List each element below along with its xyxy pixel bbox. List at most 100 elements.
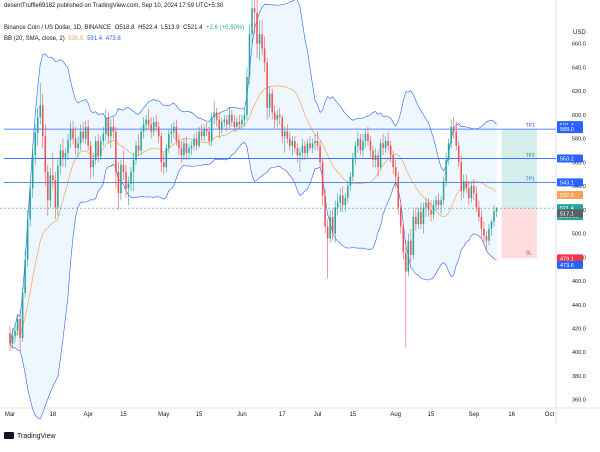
candle-body: [485, 235, 488, 241]
candle-body: [16, 318, 19, 331]
ohlc-close: C521.4: [183, 25, 203, 31]
y-tick-label: 600.0: [572, 113, 586, 119]
candle-body: [67, 139, 69, 153]
ohlc-low: L513.9: [161, 25, 180, 31]
candle-body: [218, 119, 221, 130]
candle-body: [168, 133, 170, 149]
candle-body: [301, 145, 304, 153]
candle-body: [289, 138, 291, 146]
candle-body: [198, 131, 200, 146]
price-label-text: 479.1: [560, 256, 574, 262]
price-label-text: 543.1: [560, 180, 574, 186]
candle-body: [347, 186, 349, 198]
candle-body: [251, 8, 253, 35]
indicator-upper: 591.4: [87, 36, 103, 42]
candle-body: [215, 112, 218, 120]
candle-body: [246, 76, 248, 115]
price-label-box: [557, 190, 583, 199]
candle-body: [462, 181, 465, 191]
price-label-text: 588.0: [560, 127, 574, 133]
candle-body: [47, 171, 49, 201]
candle-body: [11, 335, 14, 344]
currency-label[interactable]: USD: [573, 30, 586, 36]
candle-body: [203, 129, 205, 137]
candle-body: [319, 145, 321, 163]
candle-body: [29, 188, 31, 220]
x-tick-label: Jun: [237, 412, 247, 418]
y-tick-label: 460.0: [572, 279, 586, 285]
publish-header: desentTruffle69182 published on TradingV…: [4, 3, 224, 9]
candle-body: [490, 221, 493, 229]
candle-body: [367, 133, 369, 141]
candle-body: [422, 207, 425, 225]
x-tick-label: Jul: [314, 412, 322, 418]
candle-body: [185, 143, 188, 153]
indicator-name[interactable]: BB (20, SMA, close, 2): [4, 36, 65, 42]
candle-body: [331, 216, 334, 234]
candle-body: [455, 131, 457, 146]
candle-body: [183, 143, 185, 156]
candle-body: [41, 105, 44, 137]
candle-body: [220, 121, 223, 130]
candle-body: [9, 333, 11, 344]
candle-body: [425, 202, 427, 208]
candle-body: [412, 216, 415, 255]
candle-body: [243, 114, 246, 120]
candle-body: [410, 240, 412, 255]
y-tick-label: 660.0: [572, 42, 586, 48]
candle-body: [44, 136, 47, 172]
symbol-name[interactable]: Binance Coin / US Dollar, 1D, BINANCE: [4, 25, 112, 31]
candle-body: [62, 150, 64, 158]
candle-body: [110, 126, 112, 137]
candle-body: [261, 34, 263, 49]
take-profit-zone: [501, 129, 537, 209]
candle-body: [19, 318, 21, 338]
y-tick-label: 420.0: [572, 326, 586, 332]
candle-body: [157, 126, 160, 137]
candle-body: [59, 150, 62, 166]
x-tick-label: Aug: [390, 412, 401, 418]
candle-body: [475, 193, 478, 208]
candle-body: [190, 145, 193, 149]
candle-body: [256, 12, 258, 44]
indicator-lower: 473.6: [105, 36, 121, 42]
candle-body: [389, 145, 392, 156]
candle-body: [54, 180, 57, 208]
candle-body: [339, 195, 342, 203]
candle-body: [369, 140, 372, 151]
candle-body: [69, 129, 72, 140]
candle-body: [135, 145, 137, 160]
candle-body: [77, 143, 79, 149]
tradingview-brand: TradingView: [17, 433, 56, 440]
candle-body: [392, 155, 394, 168]
x-tick-label: May: [158, 412, 169, 418]
candle-body: [440, 200, 442, 206]
candle-body: [99, 140, 102, 157]
candle-body: [399, 207, 402, 227]
candle-body: [334, 207, 336, 234]
candle-body: [281, 117, 284, 137]
candle-body: [238, 121, 241, 125]
candle-body: [488, 228, 490, 241]
candle-body: [72, 129, 74, 139]
candle-body: [266, 62, 268, 108]
candle-body: [271, 93, 273, 113]
candle-body: [89, 145, 92, 168]
candle-body: [165, 148, 168, 168]
candle-body: [175, 126, 178, 141]
candle-body: [415, 216, 417, 225]
candle-body: [248, 34, 251, 77]
candle-body: [160, 136, 163, 163]
candle-body: [132, 159, 135, 172]
indicator-basis: 530.5: [68, 36, 84, 42]
tradingview-logo-icon: [4, 432, 14, 439]
price-label-text: 521.4: [560, 206, 574, 212]
candle-body: [352, 157, 354, 177]
candle-body: [372, 150, 374, 160]
candle-body: [64, 152, 67, 158]
candle-body: [82, 131, 84, 139]
candle-body: [304, 145, 306, 153]
candle-body: [36, 117, 39, 133]
candle-body: [173, 126, 175, 132]
